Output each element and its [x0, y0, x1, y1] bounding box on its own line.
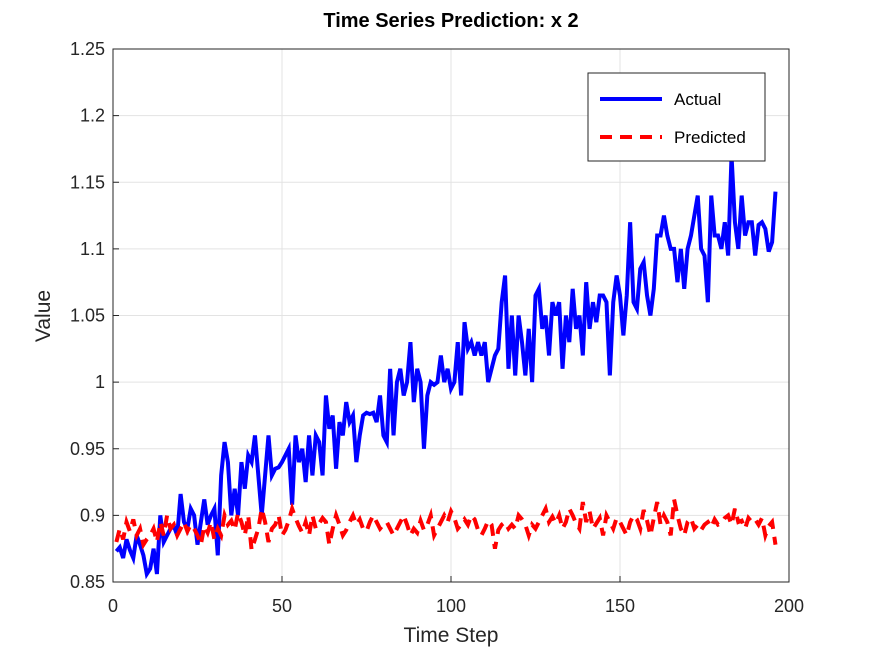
y-tick-label: 1: [95, 372, 105, 392]
x-axis-label: Time Step: [404, 624, 499, 647]
x-tick-label: 150: [605, 596, 635, 616]
chart-title: Time Series Prediction: x 2: [323, 10, 578, 32]
x-tick-label: 0: [108, 596, 118, 616]
y-tick-label: 1.25: [70, 39, 105, 59]
series-line: [114, 498, 778, 553]
x-tick-label: 100: [436, 596, 466, 616]
y-tick-label: 1.15: [70, 172, 105, 192]
legend-label: Predicted: [674, 128, 746, 147]
ticks: 0 50 100 150 200 0.85 0.9 0.95 1 1.05 1.1 1.15 1.2 1.…: [70, 39, 804, 616]
x-tick-label: 50: [272, 596, 292, 616]
plot-lines: [114, 155, 778, 580]
legend-label: Actual: [674, 90, 721, 109]
y-tick-label: 0.9: [80, 505, 105, 525]
x-tick-label: 200: [774, 596, 804, 616]
y-tick-label: 1.2: [80, 106, 105, 126]
y-tick-label: 0.95: [70, 439, 105, 459]
y-tick-label: 0.85: [70, 572, 105, 592]
legend-box: [587, 72, 766, 162]
y-tick-label: 1.1: [80, 239, 105, 259]
series-line: [114, 155, 778, 580]
y-tick-label: 1.05: [70, 306, 105, 326]
legend: Actual Predicted: [587, 72, 766, 162]
y-axis-label: Value: [32, 290, 55, 342]
